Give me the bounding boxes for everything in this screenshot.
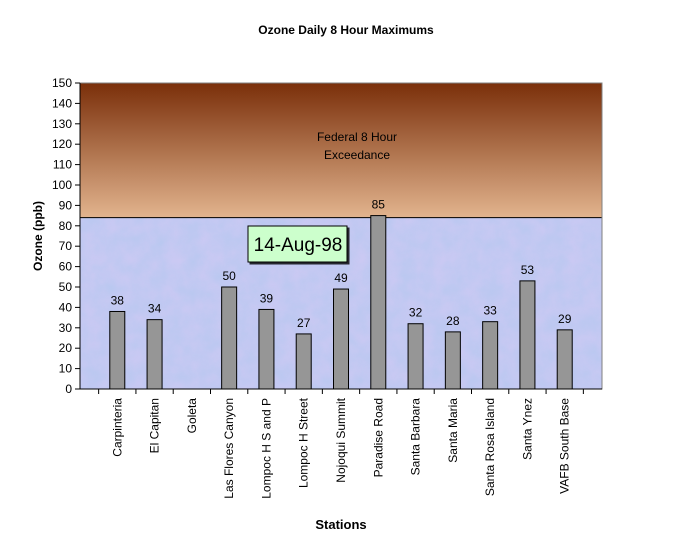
exceedance-band: [80, 83, 602, 218]
y-tick-label: 80: [59, 219, 73, 233]
y-tick-label: 130: [52, 117, 72, 131]
date-badge-text: 14-Aug-98: [254, 235, 343, 256]
y-tick-label: 50: [59, 280, 73, 294]
bar: [146, 319, 163, 390]
y-tick-label: 90: [59, 198, 73, 212]
data-label: 27: [297, 316, 311, 330]
y-tick-label: 110: [53, 158, 72, 172]
y-tick-label: 10: [59, 362, 73, 376]
y-axis-label: Ozone (ppb): [31, 201, 45, 271]
bar: [221, 286, 238, 390]
x-axis-label: Stations: [315, 517, 366, 532]
data-label: 39: [260, 291, 274, 305]
data-label: 85: [372, 198, 386, 212]
data-label: 29: [558, 312, 572, 326]
bar: [556, 329, 573, 390]
category-label: El Capitan: [148, 398, 162, 453]
y-tick-label: 140: [52, 96, 72, 110]
data-label: 28: [446, 314, 460, 328]
category-label: Lompoc H Street: [297, 397, 311, 488]
y-tick-label: 70: [59, 239, 73, 253]
bar: [295, 333, 312, 390]
x-axis: [80, 388, 602, 394]
data-label: 50: [222, 269, 236, 283]
data-label: 34: [148, 302, 162, 316]
category-labels: Carpinteria El Capitan Goleta Las Flores Ca…: [110, 397, 571, 498]
category-label: Goleta: [185, 398, 199, 434]
bar: [519, 280, 536, 390]
category-label: Santa Maria: [446, 398, 460, 463]
date-badge: 14-Aug-98: [247, 225, 348, 263]
data-labels: 38 34 50 39 27 49 85 32 28 33 53 29: [111, 198, 572, 330]
data-label: 33: [483, 304, 497, 318]
y-tick-label: 60: [59, 260, 73, 274]
data-label: 53: [521, 263, 535, 277]
category-label: Paradise Road: [371, 398, 385, 477]
exceedance-label-line1: Federal 8 Hour: [317, 130, 397, 144]
category-label: Santa Rosa Island: [483, 398, 497, 496]
bars: [109, 215, 573, 390]
data-label: 38: [111, 293, 125, 307]
bar: [444, 331, 461, 390]
bar: [370, 215, 387, 390]
y-axis: 0 10 20 30 40 50 60 70 80 90 100 110 120 130 140 150: [52, 76, 81, 396]
y-tick-label: 150: [52, 76, 72, 90]
category-label: Nojoqui Summit: [334, 397, 348, 482]
category-label: Santa Barbara: [409, 398, 423, 476]
chart-title: Ozone Daily 8 Hour Maximums: [258, 23, 434, 37]
y-tick-label: 30: [59, 321, 73, 335]
bar: [258, 308, 275, 390]
bar: [109, 310, 126, 390]
exceedance-label-line2: Exceedance: [324, 148, 390, 162]
category-label: Las Flores Canyon: [222, 398, 236, 499]
category-label: Lompoc H S and P: [259, 398, 273, 499]
data-label: 49: [334, 271, 348, 285]
data-label: 32: [409, 306, 423, 320]
bar: [482, 321, 499, 390]
category-label: Santa Ynez: [520, 398, 534, 460]
y-tick-label: 40: [59, 300, 73, 314]
bar: [333, 288, 349, 390]
y-tick-label: 120: [52, 137, 72, 151]
y-tick-label: 100: [52, 178, 72, 192]
y-tick-label: 0: [65, 382, 72, 396]
category-label: VAFB South Base: [558, 398, 572, 494]
bar: [407, 323, 424, 390]
y-tick-label: 20: [59, 341, 73, 355]
date-badge-box: [247, 225, 348, 263]
category-label: Carpinteria: [110, 398, 124, 457]
